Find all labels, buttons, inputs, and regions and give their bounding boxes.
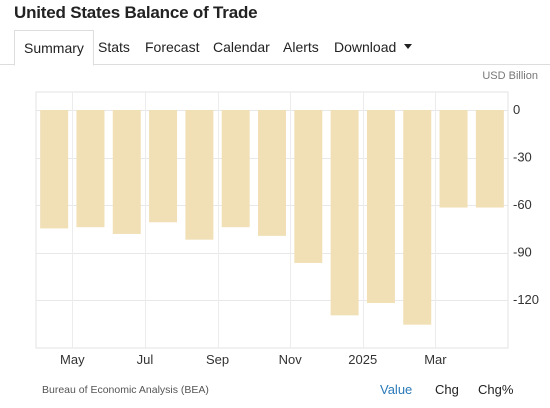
x-tick-label: Sep [206,352,229,367]
view-option-chg[interactable]: Chg [435,382,459,397]
tab-label: Summary [24,40,84,56]
x-tick-label: Jul [137,352,154,367]
bar [403,110,432,325]
unit-label: USD Billion [482,70,538,82]
plot-frame [35,91,509,349]
bar [40,110,69,229]
caret-down-icon [404,44,413,49]
bar [185,110,214,240]
bar [330,110,359,316]
x-tick-label: Nov [279,352,303,367]
x-tick-label: 2025 [348,352,377,367]
tab-stats[interactable]: Stats [98,30,130,65]
bar [76,110,105,228]
y-tick-label: -60 [513,197,532,212]
tab-download[interactable]: Download [334,30,413,65]
bar [475,110,504,208]
source-label: Bureau of Economic Analysis (BEA) [42,384,209,396]
bar [149,110,178,223]
bar [258,110,286,236]
page-title: United States Balance of Trade [14,3,258,22]
bar [366,110,395,304]
tab-label: Alerts [283,39,319,55]
tab-label: Stats [98,39,130,55]
tab-label: Calendar [213,39,270,55]
y-tick-label: -30 [513,150,532,165]
y-tick-label: -90 [513,245,532,260]
view-option-chg-percent[interactable]: Chg% [478,382,514,397]
bar [112,110,141,234]
tab-bar: Summary Stats Forecast Calendar Alerts D… [0,30,550,66]
tab-summary[interactable]: Summary [14,30,94,66]
tab-forecast[interactable]: Forecast [145,30,199,65]
tab-alerts[interactable]: Alerts [283,30,319,65]
x-tick-label: Mar [424,352,447,367]
view-option-value[interactable]: Value [380,382,413,397]
tab-label: Forecast [145,39,200,55]
tab-calendar[interactable]: Calendar [213,30,270,65]
bar [294,110,323,263]
bar [221,110,250,228]
x-tick-label: May [60,352,85,367]
bar [439,110,468,208]
tab-label: Download [334,39,397,55]
y-tick-label: 0 [513,102,520,117]
y-tick-label: -120 [513,292,539,307]
